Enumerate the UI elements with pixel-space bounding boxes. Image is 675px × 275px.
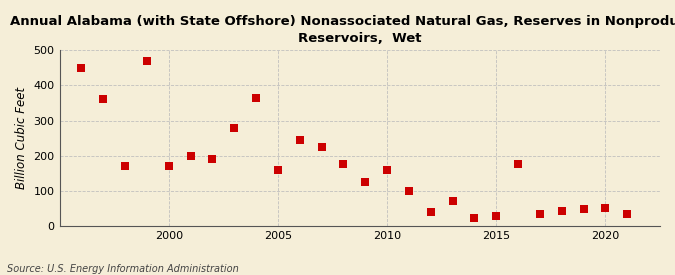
- Point: [98, 97, 109, 102]
- Point: [119, 164, 130, 168]
- Point: [556, 209, 567, 213]
- Point: [76, 66, 87, 70]
- Point: [535, 211, 545, 216]
- Point: [447, 198, 458, 203]
- Point: [207, 157, 218, 161]
- Point: [250, 95, 261, 100]
- Point: [425, 210, 436, 214]
- Point: [294, 138, 305, 142]
- Point: [316, 145, 327, 149]
- Point: [622, 211, 632, 216]
- Point: [578, 207, 589, 211]
- Point: [338, 162, 349, 167]
- Point: [163, 164, 174, 168]
- Point: [185, 153, 196, 158]
- Y-axis label: Billion Cubic Feet: Billion Cubic Feet: [15, 87, 28, 189]
- Point: [229, 125, 240, 130]
- Point: [360, 180, 371, 184]
- Title: Annual Alabama (with State Offshore) Nonassociated Natural Gas, Reserves in Nonp: Annual Alabama (with State Offshore) Non…: [9, 15, 675, 45]
- Point: [469, 216, 480, 220]
- Point: [381, 167, 392, 172]
- Point: [142, 59, 153, 63]
- Point: [404, 189, 414, 193]
- Text: Source: U.S. Energy Information Administration: Source: U.S. Energy Information Administ…: [7, 264, 238, 274]
- Point: [491, 214, 502, 218]
- Point: [600, 206, 611, 211]
- Point: [273, 167, 284, 172]
- Point: [513, 162, 524, 167]
